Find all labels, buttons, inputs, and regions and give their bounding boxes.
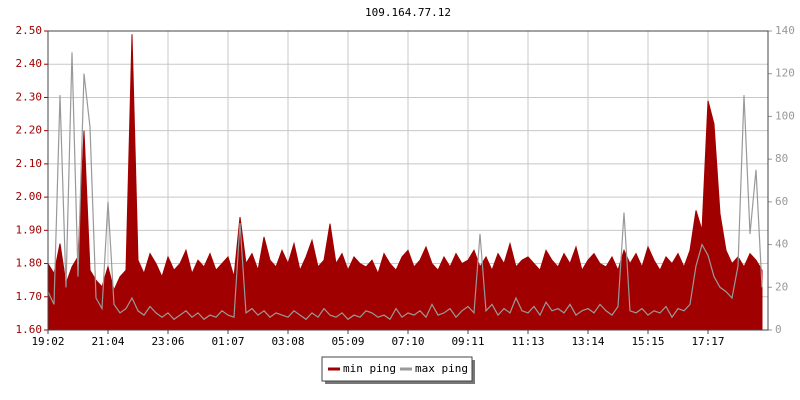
x-tick-label: 13:14 <box>571 335 604 348</box>
x-tick-label: 09:11 <box>451 335 484 348</box>
y-tick-label: 2.30 <box>16 90 43 103</box>
y2-tick-label: 140 <box>775 24 795 37</box>
x-tick-label: 19:02 <box>31 335 64 348</box>
x-tick-label: 07:10 <box>391 335 424 348</box>
y2-tick-label: 80 <box>775 152 788 165</box>
x-tick-label: 01:07 <box>211 335 244 348</box>
y2-tick-label: 0 <box>775 323 782 336</box>
y2-tick-label: 60 <box>775 195 788 208</box>
legend-label: max ping <box>415 362 468 375</box>
x-tick-label: 15:15 <box>631 335 664 348</box>
line-1 <box>47 52 763 321</box>
x-tick-label: 03:08 <box>271 335 304 348</box>
y-tick-label: 2.20 <box>16 124 43 137</box>
x-tick-label: 23:06 <box>151 335 184 348</box>
y-tick-label: 2.00 <box>16 190 43 203</box>
plot-frame <box>47 30 769 331</box>
x-tick-label: 05:09 <box>331 335 364 348</box>
y2-tick-label: 20 <box>775 280 788 293</box>
x-tick-label: 17:17 <box>691 335 724 348</box>
y-tick-label: 2.50 <box>16 24 43 37</box>
legend-label: min ping <box>343 362 396 375</box>
y-tick-label: 1.70 <box>16 290 43 303</box>
y-tick-label: 1.60 <box>16 323 43 336</box>
y-tick-label: 2.40 <box>16 57 43 70</box>
y-tick-label: 2.10 <box>16 157 43 170</box>
y-tick-label: 1.80 <box>16 257 43 270</box>
y2-tick-label: 100 <box>775 109 795 122</box>
y-tick-label: 1.90 <box>16 223 43 236</box>
legend-box <box>321 356 473 382</box>
y2-tick-label: 40 <box>775 238 788 251</box>
x-tick-label: 21:04 <box>91 335 124 348</box>
y2-tick-label: 120 <box>775 67 795 80</box>
x-tick-label: 11:13 <box>511 335 544 348</box>
chart-title: 109.164.77.12 <box>365 6 451 19</box>
